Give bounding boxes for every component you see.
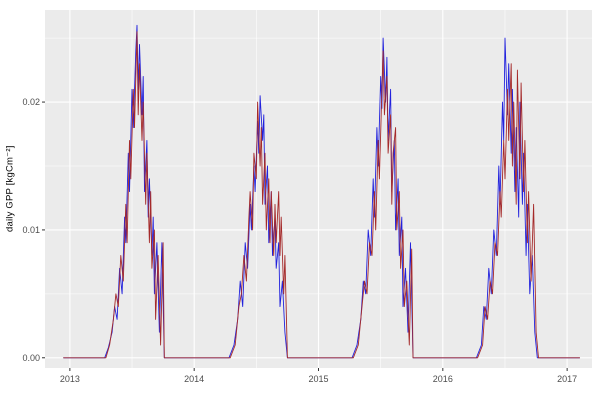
- x-tick-label: 2016: [433, 374, 453, 384]
- y-tick-label: 0.01: [22, 225, 40, 235]
- x-tick-label: 2017: [557, 374, 577, 384]
- x-tick-label: 2014: [184, 374, 204, 384]
- x-tick-label: 2013: [60, 374, 80, 384]
- x-tick-label: 2015: [308, 374, 328, 384]
- y-tick-label: 0.00: [22, 353, 40, 363]
- series-line-observed-gpp-darkred: [63, 31, 581, 359]
- y-tick-label: 0.02: [22, 97, 40, 107]
